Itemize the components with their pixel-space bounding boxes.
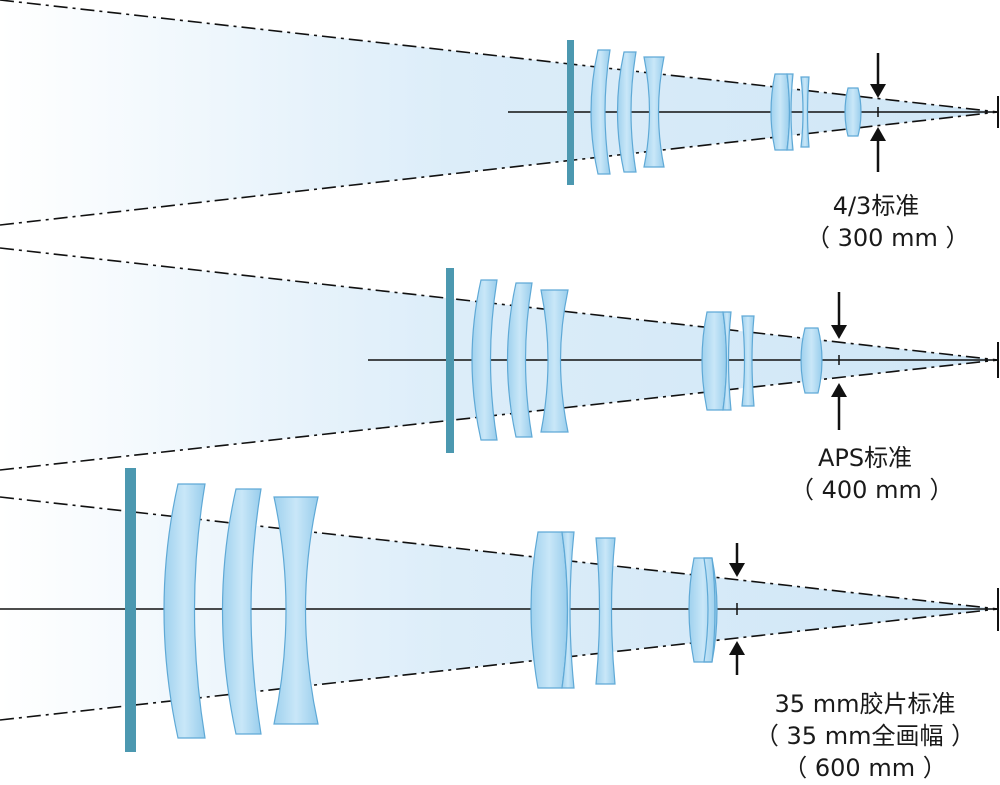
lens-element	[163, 483, 206, 739]
up-arrow-icon	[831, 383, 847, 430]
label-four-thirds: 4/3标准 （ 300 mm ）	[806, 190, 970, 254]
lens-element	[701, 311, 728, 411]
chief-ray-lower	[0, 111, 999, 226]
lens-element	[471, 279, 498, 441]
lens-element	[800, 76, 810, 148]
diagram-four-thirds	[0, 0, 999, 226]
lens-element	[530, 531, 569, 689]
lens-element	[844, 87, 862, 137]
light-cone	[0, 0, 998, 225]
label-line-size: （ 400 mm ）	[790, 476, 954, 504]
lens-element	[595, 537, 616, 685]
lens-element	[540, 289, 569, 433]
filter-plate	[125, 468, 136, 752]
lens-element	[800, 327, 823, 394]
lens-element	[643, 56, 665, 168]
chief-ray-lower	[0, 359, 999, 471]
lens-element	[786, 73, 794, 151]
lens-element	[221, 488, 262, 735]
light-cone	[0, 248, 998, 470]
label-line-name: APS标准	[817, 444, 913, 472]
label-line-size: （ 300 mm ）	[806, 224, 970, 252]
lens-element	[722, 311, 732, 411]
up-arrow-icon	[729, 641, 745, 675]
up-arrow-icon	[870, 127, 886, 172]
chief-ray-upper	[0, 496, 999, 610]
down-arrow-icon	[870, 53, 886, 98]
lens-element	[616, 51, 637, 173]
lens-element	[703, 557, 716, 663]
label-line-name: 4/3标准	[832, 192, 920, 220]
lens-element	[561, 531, 575, 689]
chief-ray-upper	[0, 247, 999, 361]
label-full-frame: 35 mm胶片标准 （ 35 mm全画幅 ） （ 600 mm ）	[745, 688, 985, 784]
diagram-full-frame	[0, 468, 999, 752]
chief-ray-upper	[0, 0, 999, 113]
lens-element	[506, 282, 533, 438]
chief-ray-lower	[0, 608, 999, 721]
diagram-aps	[0, 247, 999, 471]
lens-element	[688, 557, 718, 663]
filter-plate	[446, 268, 454, 453]
lens-element	[590, 49, 611, 175]
down-arrow-icon	[729, 543, 745, 577]
label-aps: APS标准 （ 400 mm ）	[790, 442, 954, 506]
lens-element	[273, 496, 319, 725]
filter-plate	[567, 40, 574, 185]
label-line-size: （ 600 mm ）	[783, 754, 947, 782]
lens-element	[770, 73, 791, 151]
label-line-name: 35 mm胶片标准	[774, 690, 956, 718]
down-arrow-icon	[831, 292, 847, 339]
lens-element	[741, 315, 755, 407]
label-line-format: （ 35 mm全画幅 ）	[754, 722, 976, 750]
